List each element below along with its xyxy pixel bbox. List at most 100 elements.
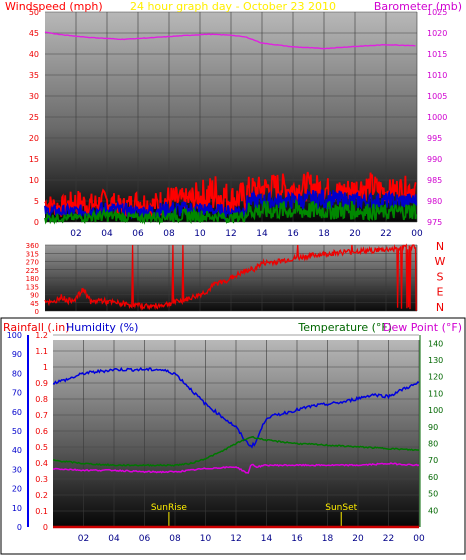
direction-tick-label: 315 [26, 250, 39, 258]
climate-xtick-label: 08 [169, 534, 181, 544]
temperature-tick-label: 120 [428, 373, 443, 382]
rainfall-tick-label: 0.2 [35, 491, 48, 500]
windspeed-tick-label: 40 [29, 50, 39, 59]
climate-xtick-label: 06 [139, 534, 151, 544]
rainfall-tick-label: 0.9 [35, 379, 48, 388]
rainfall-tick-label: 0.4 [35, 459, 48, 468]
climate-xtick-label: 00 [413, 534, 425, 544]
humidity-tick-label: 0 [17, 523, 22, 532]
rainfall-tick-label: 0.6 [35, 427, 48, 436]
barometer-tick-label: 1000 [427, 113, 447, 122]
windspeed-tick-label: 25 [29, 113, 39, 122]
humidity-tick-label: 40 [12, 446, 22, 455]
dewpoint-axis-title: Dew Point (°F) [383, 321, 462, 334]
temperature-tick-label: 70 [428, 456, 438, 465]
climate-xtick-label: 16 [291, 534, 303, 544]
climate-xtick-label: 14 [261, 534, 273, 544]
climate-xtick-label: 02 [78, 534, 89, 544]
climate-xtick-label: 20 [352, 534, 364, 544]
humidity-axis-title: Humidity (%) [66, 321, 138, 334]
barometer-tick-label: 1025 [427, 8, 447, 17]
humidity-tick-label: 30 [12, 465, 22, 474]
compass-label: E [437, 286, 444, 299]
barometer-line [44, 31, 416, 50]
rainfall-tick-label: 0.7 [35, 411, 48, 420]
rainfall-tick-label: 0.3 [35, 475, 48, 484]
wind-xtick-label: 10 [194, 229, 206, 239]
direction-series [44, 243, 417, 311]
barometer-tick-label: 1015 [427, 50, 447, 59]
wind-series-line-2 [44, 198, 418, 226]
windspeed-tick-label: 0 [34, 218, 39, 227]
barometer-tick-label: 995 [427, 134, 442, 143]
windspeed-tick-label: 10 [29, 176, 39, 185]
sun-annotations: SunRise SunSet [151, 503, 358, 527]
barometer-tick-label: 975 [427, 218, 442, 227]
temperature-line [52, 435, 420, 467]
temperature-tick-label: 80 [428, 440, 438, 449]
direction-tick-label: 135 [26, 283, 39, 291]
wind-series-line-0 [44, 171, 417, 219]
windspeed-tick-label: 20 [29, 134, 39, 143]
sun-marker-label: SunSet [325, 503, 357, 513]
wind-series [44, 31, 418, 226]
windspeed-tick-label: 45 [29, 29, 39, 38]
rainfall-tick-label: 0.8 [35, 395, 48, 404]
rainfall-tick-label: 0.5 [35, 443, 48, 452]
rainfall-tick-label: 1.2 [35, 331, 48, 340]
temperature-tick-label: 100 [428, 406, 443, 415]
climate-xtick-label: 12 [230, 534, 241, 544]
climate-xtick-label: 04 [108, 534, 120, 544]
temperature-tick-label: 40 [428, 506, 438, 515]
temperature-tick-label: 110 [428, 389, 443, 398]
windspeed-tick-label: 35 [29, 71, 39, 80]
rainfall-tick-label: 0 [43, 523, 48, 532]
barometer-tick-label: 1020 [427, 29, 447, 38]
wind-xtick-label: 12 [225, 229, 236, 239]
direction-tick-label: 0 [35, 308, 39, 316]
direction-tick-label: 360 [26, 242, 39, 250]
temperature-tick-label: 90 [428, 423, 438, 432]
humidity-tick-label: 100 [7, 331, 22, 340]
climate-xtick-label: 18 [322, 534, 334, 544]
temperature-tick-label: 130 [428, 356, 443, 365]
barometer-tick-label: 985 [427, 176, 442, 185]
humidity-tick-label: 10 [12, 504, 22, 513]
wind-grid [45, 11, 418, 223]
barometer-tick-label: 1010 [427, 71, 447, 80]
wind-xtick-label: 04 [101, 229, 113, 239]
wind-xtick-label: 14 [256, 229, 268, 239]
temperature-tick-label: 140 [428, 339, 443, 348]
wind-xtick-label: 22 [380, 229, 391, 239]
barometer-axis-title: Barometer (mb) [374, 0, 462, 13]
wind-xtick-label: 08 [163, 229, 175, 239]
rainfall-tick-label: 1.1 [35, 347, 48, 356]
direction-grid [45, 244, 418, 312]
direction-tick-label: 45 [30, 300, 39, 308]
climate-xtick-label: 22 [383, 534, 394, 544]
compass-label: W [435, 255, 446, 268]
chart-title: 24 hour graph day - October 23 2010 [130, 0, 336, 13]
wind-xtick-label: 06 [132, 229, 144, 239]
windspeed-tick-label: 15 [29, 155, 39, 164]
direction-tick-label: 90 [30, 292, 39, 300]
direction-tick-label: 270 [26, 259, 39, 267]
wind-axes: 0510152025303540455097598098599099510001… [29, 8, 448, 239]
barometer-tick-label: 990 [427, 155, 442, 164]
sun-marker-label: SunRise [151, 503, 188, 513]
barometer-tick-label: 980 [427, 197, 442, 206]
humidity-tick-label: 80 [12, 369, 22, 378]
dewpoint-line [52, 462, 420, 474]
temperature-tick-label: 60 [428, 473, 438, 482]
humidity-tick-label: 50 [12, 427, 22, 436]
windspeed-tick-label: 30 [29, 92, 39, 101]
rainfall-axis-title: Rainfall (.in) [3, 321, 70, 334]
rainfall-tick-label: 0.1 [35, 507, 48, 516]
humidity-tick-label: 90 [12, 350, 22, 359]
wind-xtick-label: 18 [318, 229, 330, 239]
wind-xtick-label: 16 [287, 229, 299, 239]
